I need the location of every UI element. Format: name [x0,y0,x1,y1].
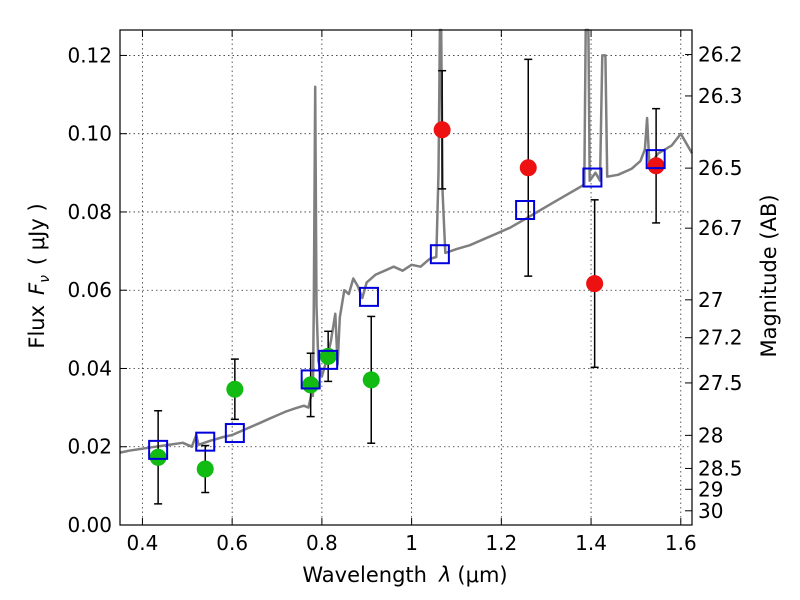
red-data-point [647,157,665,175]
y-tick-label: 0.04 [67,356,112,380]
model-band-square [148,439,169,460]
x-tick-label: 0.6 [216,531,248,555]
x-tick-label: 0.4 [127,531,159,555]
y-axis-label-unit: ( μJy ) [25,203,49,265]
red-data-point [586,275,604,293]
green-data-point [196,460,214,478]
mag-tick-label: 26.2 [698,43,743,67]
tick-layer: 0.4 0.6 0.8 1 1.2 1.4 1.6 0.00 0.02 0.04 0.06 0.08 0… [67,30,743,555]
plot-frame [119,29,693,526]
y-axis-label: Flux Fν ( μJy ) [25,203,53,348]
mag-tick-label: 27.5 [698,371,743,395]
model-band-square [195,431,216,452]
mag-tick-label: 27.2 [698,326,743,350]
mag-tick-label: 27 [698,288,723,312]
x-tick-label: 1.6 [665,531,697,555]
mag-tick-label: 29 [698,477,723,501]
green-data-point [362,371,380,389]
mag-tick-label: 26.5 [698,156,743,180]
x-axis-label: Wavelength λ (μm) [302,563,507,587]
model-band-square [429,244,450,265]
x-axis-label-prefix: Wavelength [302,563,427,587]
green-data-point [149,448,167,466]
y-axis-label-var: F [25,282,49,295]
mag-tick-label: 26.7 [698,216,743,240]
model-spectrum-line [119,28,694,454]
mag-tick-label: 28.5 [698,456,743,480]
model-band-square [318,349,339,370]
y-tick-label: 0.08 [67,200,112,224]
red-data-point [433,121,451,139]
y-tick-label: 0.12 [67,43,112,67]
y-tick-label: 0.06 [67,278,112,302]
model-band-square [358,286,379,307]
x-axis-label-unit: (μm) [457,563,507,587]
model-band-square [645,149,666,170]
x-tick-label: 1 [405,531,418,555]
y-axis-label-prefix: Flux [25,305,49,349]
mag-tick-label: 30 [698,499,723,523]
model-spectrum-layer [119,28,694,454]
x-tick-label: 0.8 [306,531,338,555]
x-tick-label: 1.4 [575,531,607,555]
grid [120,30,692,526]
y-tick-label: 0.00 [67,513,112,537]
y-tick-label: 0.10 [67,122,112,146]
model-band-square [515,200,536,220]
y-tick-label: 0.02 [67,435,112,459]
mag-tick-label: 26.3 [698,84,743,108]
model-band-square [300,369,321,390]
green-data-point [226,380,244,398]
mag-tick-label: 28 [698,423,723,447]
y-axis-label-sub: ν [37,275,53,283]
right-axis-label: Magnitude (AB) [757,194,781,357]
green-data-point [302,376,320,394]
model-band-square [582,167,603,188]
x-tick-label: 1.2 [485,531,517,555]
red-data-point [519,159,537,177]
marker-layer [148,121,666,478]
x-axis-label-var: λ [438,563,451,587]
model-band-square [224,423,245,444]
